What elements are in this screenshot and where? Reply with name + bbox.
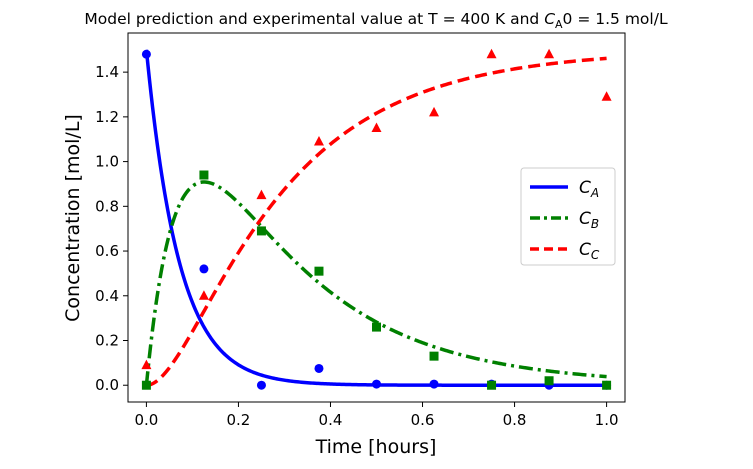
data-point-c-b — [544, 376, 554, 386]
data-point-c-a — [141, 49, 151, 59]
chart-title: Model prediction and experimental value … — [84, 10, 668, 31]
x-axis-label: Time [hours] — [315, 436, 437, 458]
x-tick-label: 0.4 — [319, 411, 343, 429]
data-point-c-b — [141, 380, 151, 390]
data-point-c-a — [256, 380, 266, 390]
model-line-c-c — [146, 56, 607, 387]
legend-subscript: C — [591, 248, 600, 262]
data-point-c-b — [256, 226, 266, 236]
legend-symbol: C — [579, 178, 591, 198]
x-tick-label: 0.2 — [227, 411, 251, 429]
data-point-c-c — [601, 91, 612, 101]
y-tick-label: 0.4 — [95, 287, 119, 305]
title-text-part: 0 = 1.5 mol/L — [563, 10, 668, 28]
data-point-c-c — [256, 189, 267, 200]
data-point-c-b — [314, 266, 324, 276]
model-line-c-b — [144, 180, 607, 386]
y-tick-label: 1.2 — [95, 108, 119, 126]
plot-frame — [127, 32, 626, 403]
x-tick-label: 0.0 — [134, 411, 158, 429]
x-axis: 0.0 0.2 0.4 0.6 0.8 1.0 — [134, 402, 619, 429]
title-subscript: A — [555, 18, 563, 31]
data-point-c-b — [199, 170, 209, 180]
data-point-c-c — [198, 290, 209, 300]
legend-label-c: CC — [579, 240, 600, 262]
data-point-c-b — [487, 380, 497, 390]
data-point-c-c — [544, 48, 555, 59]
y-tick-label: 0.0 — [95, 376, 119, 394]
data-point-c-c — [313, 135, 324, 146]
y-tick-label: 1.4 — [95, 63, 119, 81]
data-markers — [141, 48, 612, 390]
x-tick-label: 0.8 — [503, 411, 527, 429]
legend-label-a: CA — [579, 178, 599, 200]
title-symbol: C — [544, 10, 555, 28]
y-axis-label: Concentration [mol/L] — [62, 114, 84, 322]
y-tick-label: 1.0 — [95, 153, 119, 171]
legend-subscript: B — [591, 217, 599, 231]
data-point-c-a — [429, 379, 439, 389]
legend-symbol: C — [579, 240, 591, 260]
data-point-c-c — [429, 106, 440, 117]
y-axis: 0.0 0.2 0.4 0.6 0.8 1.0 1.2 1.4 — [95, 63, 128, 394]
legend-subscript: A — [590, 186, 599, 200]
title-text-part: Model prediction and experimental value … — [84, 10, 544, 28]
data-point-c-c — [371, 122, 382, 133]
x-tick-label: 1.0 — [595, 411, 619, 429]
legend-symbol: C — [579, 209, 591, 229]
data-point-c-a — [314, 363, 324, 373]
data-point-c-b — [372, 322, 381, 332]
data-point-c-a — [372, 379, 381, 389]
data-point-c-b — [602, 380, 612, 390]
y-tick-label: 0.6 — [95, 242, 119, 260]
x-tick-label: 0.6 — [411, 411, 435, 429]
y-tick-label: 0.8 — [95, 197, 119, 215]
y-tick-label: 0.2 — [95, 332, 119, 350]
legend-label-b: CB — [579, 209, 599, 231]
data-point-c-c — [486, 48, 497, 59]
data-point-c-c — [141, 359, 152, 370]
data-point-c-a — [199, 264, 209, 274]
plot-area — [127, 32, 626, 403]
data-point-c-b — [429, 351, 439, 361]
